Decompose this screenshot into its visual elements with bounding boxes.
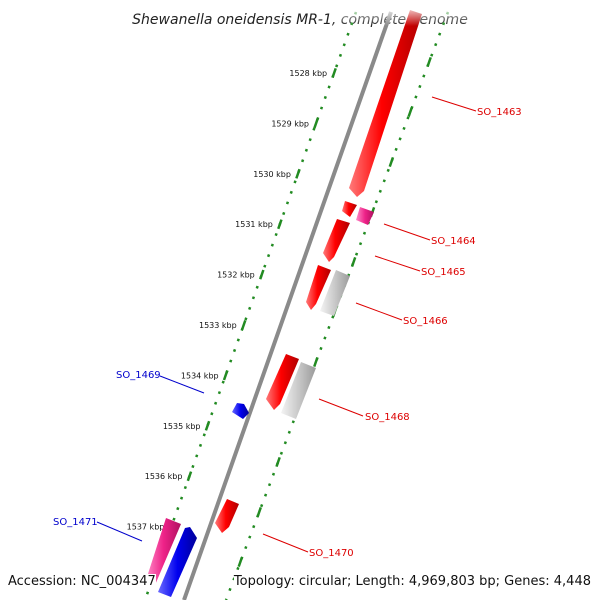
inner-kbp-ticks [150,67,337,583]
gene-so1466b[interactable] [320,270,350,316]
outer-tick [388,156,395,168]
genome-backbone [182,11,393,600]
leader-so1466 [355,302,403,321]
kbp-tick [331,67,337,79]
outer-tick [350,256,357,268]
kbp-tick [186,471,193,482]
label-so1464[interactable]: SO_1464 [431,236,476,247]
kbp-tick [204,420,211,431]
leader-so1463 [431,96,477,112]
kbp-label: 1537 kbp [127,523,165,532]
accession-text: Accession: NC_004347 [8,574,156,590]
leader-so1469 [159,375,205,394]
label-so1471[interactable]: SO_1471 [53,517,98,528]
outer-tick [407,106,414,118]
gene-so1468b[interactable] [281,362,316,419]
leader-so1470 [262,533,309,553]
leader-so1465 [374,255,421,272]
kbp-tick [295,168,301,179]
gene-features [146,10,422,597]
kbp-tick [277,219,283,230]
gene-so1466a[interactable] [306,265,331,310]
leader-so1468 [318,398,364,417]
kbp-label: 1530 kbp [253,170,291,179]
outer-tick [313,356,319,368]
gene-so1463b[interactable] [342,201,357,217]
kbp-tick [258,269,265,280]
kbp-label: 1536 kbp [145,472,183,481]
outer-tick [275,456,281,468]
gene-so1470[interactable] [215,499,239,533]
kbp-label: 1531 kbp [235,220,273,229]
kbp-label: 1534 kbp [181,371,219,380]
kbp-label: 1532 kbp [217,271,255,280]
kbp-label: 1533 kbp [199,321,237,330]
gene-so1464[interactable] [356,207,374,225]
gene-so1465[interactable] [323,219,350,262]
outer-tick [426,56,432,68]
outer-tick [237,556,244,568]
gene-so1471[interactable] [146,518,181,585]
gene-so1468a[interactable] [266,354,299,410]
kbp-tick [240,319,247,331]
label-so1466[interactable]: SO_1466 [403,316,448,327]
outer-tick [256,506,262,518]
kbp-label: 1529 kbp [271,119,309,128]
topology-text: Topology: circular; Length: 4,969,803 bp… [233,574,591,590]
label-so1465[interactable]: SO_1465 [421,267,466,278]
kbp-tick [313,118,319,129]
gene-so1469[interactable] [232,403,249,419]
kbp-labels: 1528 kbp 1529 kbp 1530 kbp 1531 kbp 1532 kbp… [109,69,328,582]
top-fade [330,4,470,26]
gene-so1472[interactable] [158,527,197,597]
label-so1468[interactable]: SO_1468 [365,412,410,423]
label-so1463[interactable]: SO_1463 [477,107,522,118]
gene-so1463[interactable] [349,10,422,197]
label-so1469[interactable]: SO_1469 [116,370,161,381]
leader-so1464 [383,223,431,241]
kbp-label: 1528 kbp [289,69,327,78]
kbp-tick [222,370,229,381]
kbp-label: 1535 kbp [163,422,201,431]
leader-so1471 [96,521,143,542]
label-so1470[interactable]: SO_1470 [309,548,354,559]
